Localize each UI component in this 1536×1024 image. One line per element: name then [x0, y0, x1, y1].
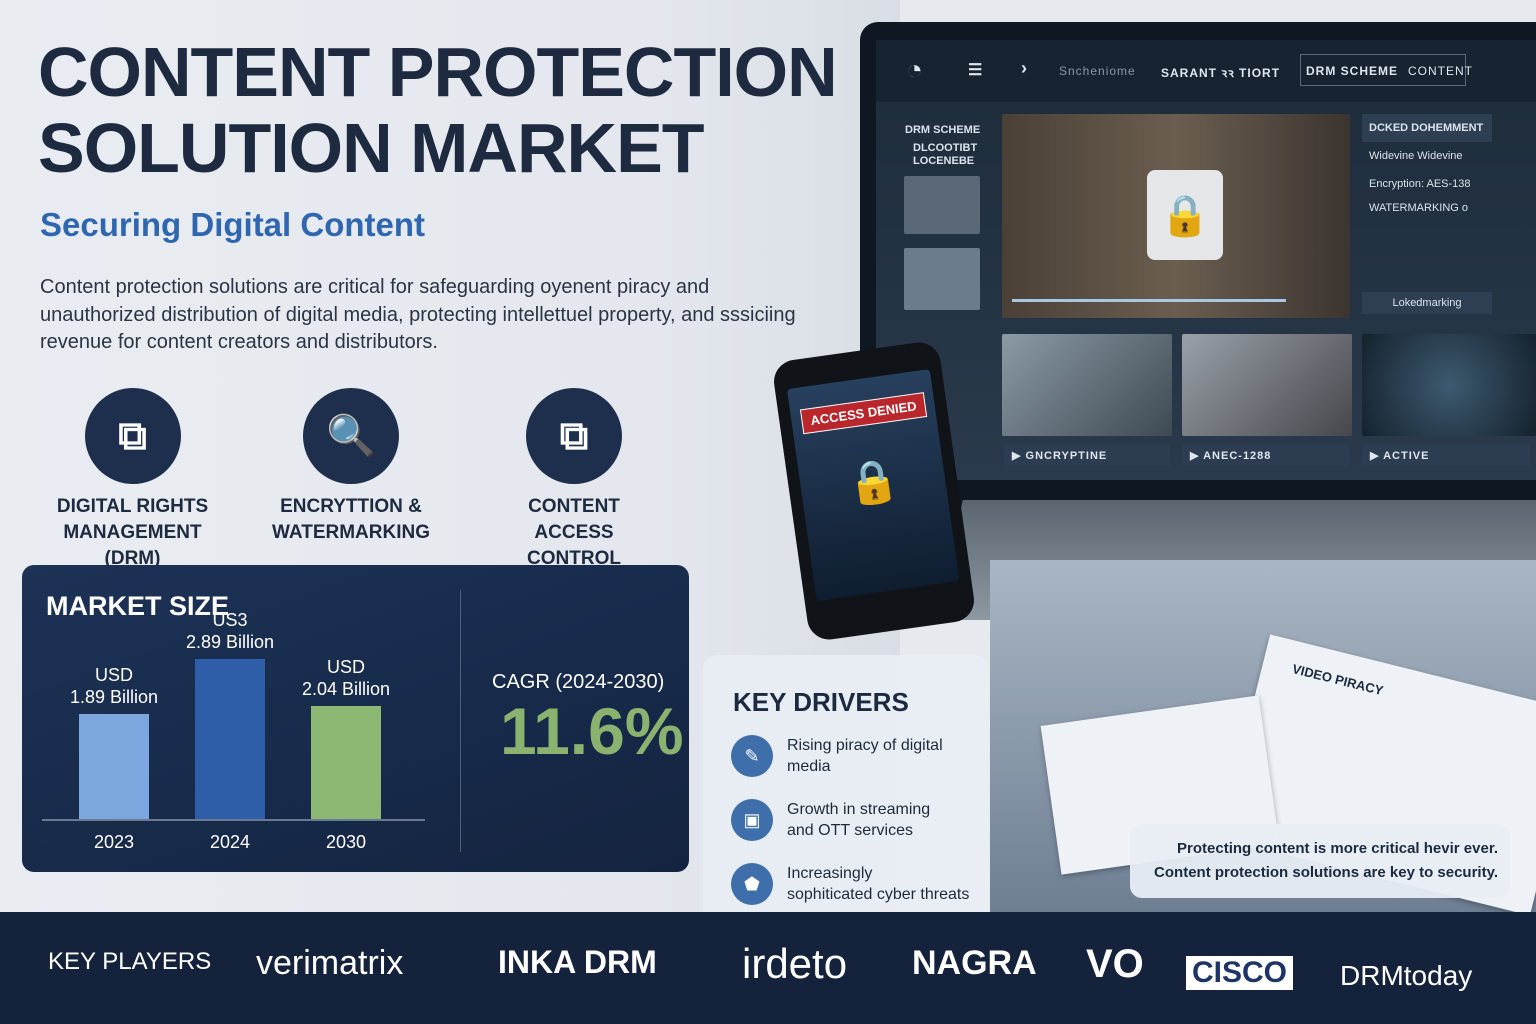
nav-item[interactable]: CONTENT [1408, 64, 1473, 78]
feature-label: MANAGEMENT (DRM) [63, 522, 202, 569]
side-sub: LOCENEBE [913, 155, 975, 167]
key-players-label: KEY PLAYERS [48, 948, 212, 975]
panel-item: Encryption: AES-138 [1369, 178, 1471, 190]
thumbnail[interactable] [904, 176, 980, 234]
thumbnail[interactable] [1362, 334, 1536, 436]
feature-label: ENCRYTTION & [280, 496, 422, 517]
logo-verimatrix: verimatrix [256, 944, 404, 982]
bar-label-unit: USD [326, 657, 365, 678]
dashboard-topbar: ◔ ☰ › Sncheniome SARANT ꝛꝛ TIORT DRM SCH… [876, 40, 1536, 102]
logo-nagra: NAGRA [912, 944, 1037, 982]
market-size-title: MARKET SIZE [46, 591, 230, 621]
title-line: CONTENT PROTECTION [38, 33, 838, 111]
feature-access-control: ⧉ CONTENT ACCESS CONTROL [485, 388, 663, 572]
quote-box: Protecting content is more critical hevi… [1130, 824, 1510, 898]
x-tick-label: 2024 [209, 832, 251, 852]
progress-bar[interactable] [1012, 299, 1286, 302]
x-tick-label: 2023 [93, 832, 135, 852]
piracy-tablet-icon: ✎ [731, 735, 773, 777]
bar-label: USD 1.89 Billion [44, 664, 184, 708]
thumbnail[interactable] [904, 248, 980, 310]
lock-icon: 🔒 [1147, 170, 1223, 260]
driver-item: ▣ Growth in streaming and OTT services [731, 799, 930, 841]
description: Content protection solutions are critica… [40, 276, 796, 353]
panel-item: WATERMARKING o [1369, 202, 1469, 214]
thumbnail[interactable] [1182, 334, 1352, 436]
subtitle: Securing Digital Content [40, 206, 426, 243]
streaming-device-icon: ▣ [731, 799, 773, 841]
lock-icon: 🔒 [843, 454, 902, 509]
caption: ANEC-1288 [1203, 450, 1272, 462]
nav-item[interactable]: DRM SCHEME [1306, 64, 1399, 78]
bar-2024 [195, 659, 265, 819]
caption-bar[interactable]: ▶ ANEC-1288 [1182, 444, 1350, 466]
key-players-bar: KEY PLAYERS verimatrix INKA DRM irdeto N… [0, 912, 1536, 1024]
feature-label: DIGITAL RIGHTS [56, 496, 209, 517]
driver-text: Rising piracy of digital [787, 737, 943, 754]
caption-bar[interactable]: ▶ ACTIVE [1362, 444, 1530, 466]
key-drivers-title: KEY DRIVERS [733, 687, 909, 717]
caption: GNCRYPTINE [1025, 450, 1108, 462]
driver-text: media [787, 758, 831, 775]
driver-text: and OTT services [787, 822, 913, 839]
bar-label-unit: USD [94, 665, 133, 686]
side-sub: DLCOOTIBT [913, 142, 978, 154]
title-line: SOLUTION MARKET [38, 109, 705, 187]
cagr-label: CAGR (2024-2030) [492, 671, 665, 693]
quote-line: Content protection solutions are key to … [1154, 864, 1498, 881]
drm-dashboard-screen: ◔ ☰ › Sncheniome SARANT ꝛꝛ TIORT DRM SCH… [876, 40, 1536, 480]
caption: ACTIVE [1383, 450, 1430, 462]
driver-item: ⬟ Increasingly sophiticated cyber threats [731, 863, 969, 905]
nav-item[interactable]: SARANT ꝛꝛ TIORT [1161, 66, 1281, 80]
video-player[interactable]: 🔒 [1002, 114, 1350, 318]
driver-item: ✎ Rising piracy of digital media [731, 735, 943, 777]
bar-label: US3 2.89 Billion [160, 609, 300, 653]
drm-screen-icon: ⧉ [84, 388, 181, 484]
access-control-screen-icon: ⧉ [526, 388, 622, 484]
x-tick-label: 2030 [325, 832, 367, 852]
feature-label: WATERMARKING [272, 522, 430, 543]
thumbnail[interactable] [1002, 334, 1172, 436]
page-title: CONTENT PROTECTION SOLUTION MARKET [38, 33, 838, 187]
nav-item[interactable]: Sncheniome [1059, 64, 1136, 78]
divider [460, 590, 461, 852]
logo-inka-drm: INKA DRM [498, 944, 657, 980]
encryption-search-icon: 🔍 [303, 388, 399, 484]
cyber-threat-shield-icon: ⬟ [731, 863, 773, 905]
bar-2030 [311, 706, 381, 819]
driver-text: Growth in streaming [787, 801, 931, 818]
driver-text: Increasingly [787, 865, 873, 882]
driver-text: sophiticated cyber threats [787, 886, 970, 903]
logo-cisco: CISCO [1186, 956, 1294, 990]
menu-icon[interactable]: ☰ [968, 62, 984, 79]
logo-drmtoday: DRMtoday [1340, 960, 1473, 991]
panel-item: Widevine Widevine [1369, 150, 1463, 162]
side-title: DRM SCHEME [905, 124, 981, 136]
bar-label-value: 2.04 Billion [301, 679, 391, 700]
chevron-right-icon[interactable]: › [1021, 58, 1028, 78]
chart-axis [42, 819, 425, 821]
app-logo-icon: ◔ [906, 54, 924, 85]
bar-label-value: 2.89 Billion [185, 632, 275, 652]
watermarking-button[interactable]: Lokedmarking [1362, 292, 1492, 314]
logo-irdeto: irdeto [742, 940, 848, 987]
cagr-value: 11.6% [500, 694, 684, 768]
quote-line: Protecting content is more critical hevi… [1177, 840, 1498, 857]
feature-label: CONTENT [528, 496, 620, 517]
market-size-panel: MARKET SIZE CAGR (2024-2030) 11.6% USD 1.… [22, 565, 689, 872]
feature-drm: ⧉ DIGITAL RIGHTS MANAGEMENT (DRM) [40, 388, 225, 572]
nav-tab-drm[interactable] [1300, 54, 1466, 86]
bar-label: USD 2.04 Billion [276, 656, 416, 700]
feature-encryption: 🔍 ENCRYTTION & WATERMARKING [270, 388, 432, 546]
caption-bar[interactable]: ▶ GNCRYPTINE [1004, 444, 1170, 466]
feature-label: ACCESS CONTROL [527, 522, 621, 569]
phone-screen: ACCESS DENIED 🔒 [786, 369, 960, 602]
bar-label-value: 1.89 Billion [69, 687, 159, 708]
key-drivers-panel: KEY DRIVERS ✎ Rising piracy of digital med… [703, 655, 989, 925]
panel-item: DCKED DOHEMMENT [1362, 114, 1492, 142]
access-denied-badge: ACCESS DENIED [799, 392, 928, 435]
bar-label-unit: US3 [212, 610, 248, 630]
logo-vo: VO [1086, 942, 1144, 986]
bar-2023 [79, 714, 149, 819]
